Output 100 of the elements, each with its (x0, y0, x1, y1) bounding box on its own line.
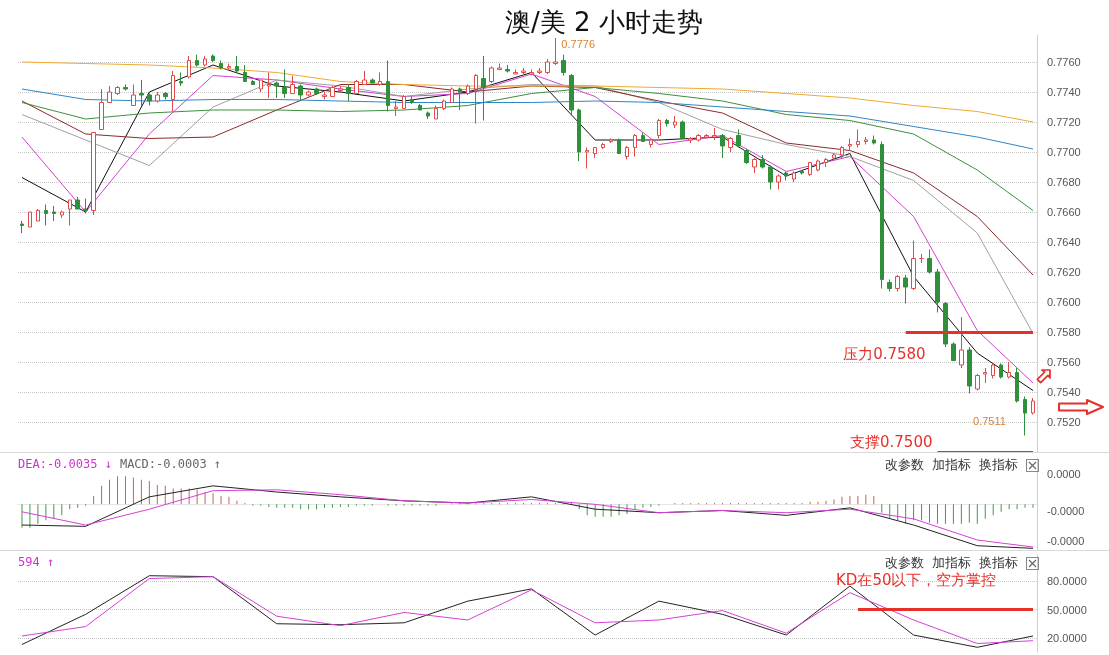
candlestick (728, 136, 733, 153)
y-tick-label: 20.0000 (1047, 631, 1087, 644)
candlestick (601, 142, 605, 150)
candlestick (489, 66, 494, 84)
text: 改参数 (885, 456, 924, 474)
candlestick (911, 240, 916, 291)
line-series (21, 84, 1034, 276)
y-tick-label: 0.7520 (1047, 416, 1081, 428)
candlestick (282, 69, 287, 99)
candlestick (36, 208, 40, 222)
candlestick (673, 115, 677, 129)
candlestick (497, 63, 502, 70)
chart-title: 澳/美 2 小时走势 (505, 7, 703, 37)
y-tick-label: 50.0000 (1047, 603, 1087, 616)
candlestick (529, 69, 534, 76)
candlestick (593, 147, 597, 159)
y-tick-label: 0.7760 (1047, 56, 1081, 68)
candlestick (816, 159, 820, 172)
candlestick (927, 249, 932, 274)
ref-line-label: 压力0.7580 (843, 345, 926, 363)
candlestick (410, 96, 414, 105)
candlestick (394, 100, 398, 117)
candlestick (856, 129, 860, 148)
candlestick (370, 78, 375, 84)
candlestick (386, 60, 390, 112)
candlestick (696, 133, 701, 142)
y-tick-label: 0.7720 (1047, 116, 1081, 128)
candlestick (800, 169, 804, 175)
candlestick (1023, 396, 1027, 436)
y-tick-label: 0.7540 (1047, 386, 1081, 398)
y-tick-label: 80.0000 (1047, 575, 1087, 588)
candlestick (704, 133, 709, 138)
candlestick (354, 79, 359, 94)
y-tick-label: 0.7660 (1047, 206, 1081, 218)
annotation: 换指标 (979, 554, 1018, 572)
candlestick (306, 90, 311, 97)
candlestick (736, 129, 741, 148)
text: 加指标 (932, 456, 971, 474)
candlestick (712, 127, 717, 141)
line-series (21, 61, 1034, 123)
candlestick (68, 199, 72, 226)
candlestick (267, 72, 271, 99)
candlestick (665, 118, 669, 127)
text: -0.0000 (1047, 535, 1085, 547)
candlestick (28, 211, 32, 228)
candlestick (139, 79, 144, 106)
candlestick (481, 55, 486, 121)
candlestick (346, 84, 351, 102)
candlestick (824, 157, 828, 168)
candlestick (442, 99, 446, 111)
annotation: 0.7776 (561, 37, 596, 50)
candlestick (243, 64, 247, 82)
candlestick (720, 133, 725, 159)
y-tick-label: 0.7580 (1047, 326, 1081, 338)
candlestick (418, 103, 422, 111)
candlestick (426, 111, 430, 120)
candlestick (52, 205, 56, 222)
annotation: 594 ↑ (18, 555, 55, 569)
candlestick (259, 79, 263, 93)
line-series (21, 87, 1034, 211)
annotation: 0.7511 (973, 415, 1006, 427)
candlestick (107, 85, 112, 103)
candlestick (362, 70, 367, 85)
candlestick (521, 67, 526, 75)
annotation: 改参数 (885, 554, 924, 572)
text: DEA:-0.0035 ↓ (18, 457, 112, 471)
candlestick (20, 220, 24, 234)
text: 换指标 (979, 456, 1018, 474)
candlestick (951, 342, 956, 361)
candlestick (99, 88, 104, 130)
y-tick-label: 0.7680 (1047, 176, 1081, 188)
y-tick-label: 0.7740 (1047, 86, 1081, 98)
candlestick (680, 120, 685, 139)
y-tick-label: 0.7620 (1047, 266, 1081, 278)
candlestick (760, 154, 765, 169)
annotation: 加指标 (932, 554, 971, 572)
candlestick (975, 373, 980, 391)
candlestick (991, 363, 995, 379)
candlestick (44, 204, 48, 226)
candlestick (537, 67, 542, 75)
candlestick (609, 138, 613, 144)
candlestick (641, 132, 645, 142)
candlestick (832, 153, 836, 162)
candlestick (808, 162, 812, 177)
candlestick (959, 316, 964, 369)
candlestick (450, 87, 454, 103)
candlestick (163, 91, 168, 100)
candlestick (967, 346, 972, 394)
candlestick (935, 268, 940, 313)
candlestick (617, 138, 621, 154)
candlestick (887, 279, 892, 292)
candlestick (203, 55, 207, 67)
candlestick (131, 84, 136, 106)
candlestick (314, 87, 319, 96)
candlestick (378, 72, 382, 87)
candlestick (235, 55, 239, 73)
candlestick (633, 133, 637, 157)
candlestick (466, 84, 470, 96)
candlestick (75, 196, 80, 210)
candlestick (983, 367, 987, 384)
